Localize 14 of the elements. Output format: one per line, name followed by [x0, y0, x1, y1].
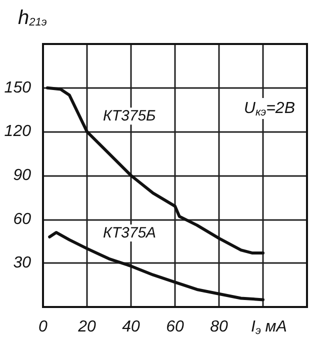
- line-series: [46, 86, 264, 254]
- y-tick-label: 150: [4, 79, 32, 96]
- series-label: КТ375Б: [103, 108, 156, 125]
- y-tick-label: 90: [13, 167, 32, 184]
- x-tick-label: 80: [210, 318, 228, 336]
- x-tick-label: 40: [122, 318, 140, 336]
- y-tick-label: 120: [4, 123, 32, 140]
- x-tick-label: 0: [38, 318, 48, 336]
- x-tick-label: 20: [77, 318, 96, 336]
- x-tick-label: 60: [166, 318, 184, 336]
- y-axis-title: h21э: [18, 7, 48, 29]
- series-label: КТ375А: [103, 224, 156, 242]
- y-tick-label: 60: [13, 210, 32, 228]
- y-tick-label: 30: [13, 254, 32, 272]
